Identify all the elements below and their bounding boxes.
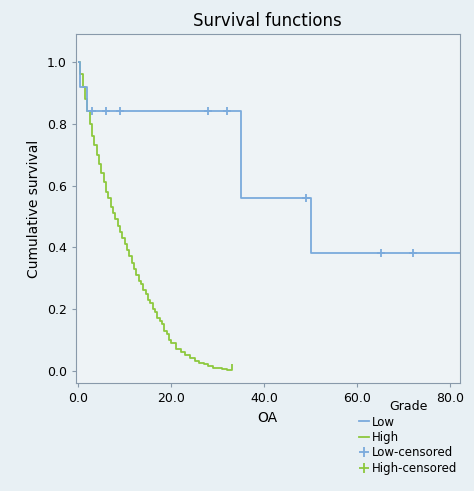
Legend: Low, High, Low-censored, High-censored: Low, High, Low-censored, High-censored	[359, 400, 458, 475]
Y-axis label: Cumulative survival: Cumulative survival	[27, 139, 41, 278]
Title: Survival functions: Survival functions	[193, 12, 342, 30]
X-axis label: OA: OA	[258, 410, 278, 425]
